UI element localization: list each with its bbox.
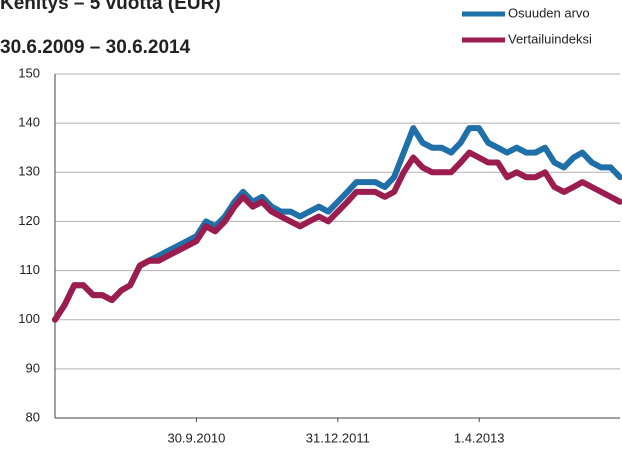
legend-label: Vertailuindeksi [508, 31, 592, 46]
chart-subtitle: 30.6.2009 – 30.6.2014 [0, 37, 191, 58]
y-tick-label: 140 [18, 115, 40, 130]
x-tick-label: 1.4.2013 [454, 430, 505, 445]
legend-label: Osuuden arvo [508, 5, 590, 20]
x-tick-label: 31.12.2011 [306, 430, 370, 445]
y-tick-label: 130 [18, 164, 40, 179]
series-line [52, 149, 622, 323]
y-tick-label: 90 [26, 360, 40, 375]
y-tick-label: 80 [26, 409, 40, 424]
x-tick-label: 30.9.2010 [167, 430, 225, 445]
y-tick-label: 150 [18, 65, 40, 80]
y-tick-label: 110 [19, 262, 40, 277]
y-tick-label: 100 [18, 311, 40, 326]
chart-title: Kehitys – 5 vuotta (EUR) [0, 0, 221, 14]
series-line [52, 125, 622, 323]
y-tick-label: 120 [18, 213, 40, 228]
